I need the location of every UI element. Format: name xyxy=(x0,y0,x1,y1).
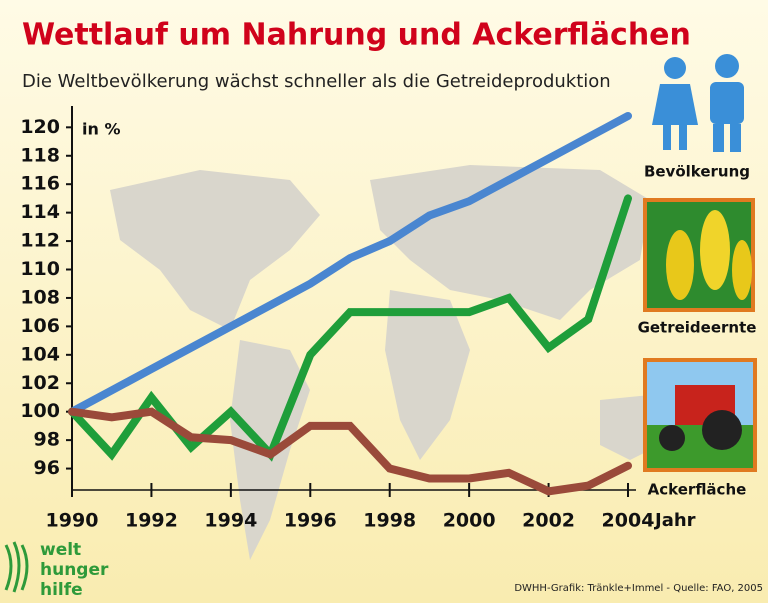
x-tick-label: 2002 xyxy=(522,510,575,532)
x-tick-label: 1996 xyxy=(284,510,337,532)
y-tick-label: 96 xyxy=(34,457,60,479)
y-tick-label: 98 xyxy=(34,429,60,451)
chart-title: Wettlauf um Nahrung und Ackerflächen xyxy=(22,18,691,53)
y-tick-label: 108 xyxy=(20,286,60,308)
series-line xyxy=(68,111,632,416)
series-line xyxy=(68,407,632,496)
legend-label: Ackerfläche xyxy=(648,481,747,499)
source: DWHH-Grafik: Tränkle+Immel - Quelle: FAO… xyxy=(514,583,763,594)
y-tick-label: 116 xyxy=(20,173,60,195)
x-tick-label: 2000 xyxy=(443,510,496,532)
series-line xyxy=(68,194,632,462)
legend-label: Getreideernte xyxy=(638,319,757,337)
tractor-icon xyxy=(643,358,757,472)
y-tick-label: 106 xyxy=(20,315,60,337)
y-tick-label: 102 xyxy=(20,372,60,394)
y-tick-label: 112 xyxy=(20,230,60,252)
logo-text: hilfe xyxy=(40,580,83,600)
x-tick-label: 1992 xyxy=(125,510,178,532)
chart-subtitle: Die Weltbevölkerung wächst schneller als… xyxy=(22,71,611,92)
y-tick-label: 114 xyxy=(20,201,60,223)
x-tick-label: 1994 xyxy=(204,510,257,532)
legend-label: Bevölkerung xyxy=(644,163,750,181)
y-tick-label: 100 xyxy=(20,400,60,422)
population-icon xyxy=(652,54,744,152)
logo-text: hunger xyxy=(40,560,109,580)
y-tick-label: 110 xyxy=(20,258,60,280)
y-tick-label: 120 xyxy=(20,116,60,138)
y-tick-label: 118 xyxy=(20,144,60,166)
y-tick-label: 104 xyxy=(20,343,60,365)
x-axis-label: Jahr xyxy=(653,510,696,531)
grain-icon xyxy=(643,198,755,312)
logo xyxy=(4,541,29,593)
y-axis-label: in % xyxy=(82,120,120,139)
x-tick-label: 1998 xyxy=(363,510,416,532)
logo-text: welt xyxy=(40,540,81,560)
x-tick-label: 1990 xyxy=(46,510,99,532)
x-tick-label: 2004 xyxy=(602,510,655,532)
